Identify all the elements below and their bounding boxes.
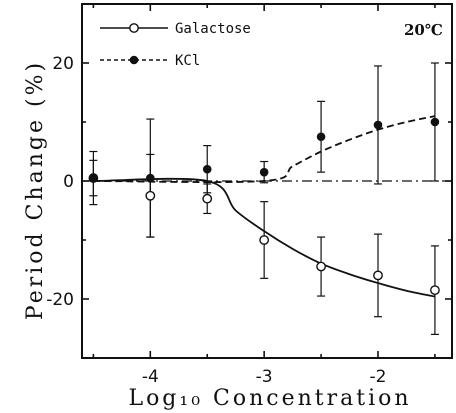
legend-galactose-label: Galactose bbox=[175, 21, 251, 37]
galactose-data-point bbox=[202, 193, 213, 204]
x-axis-label: Log₁₀ Concentration bbox=[128, 386, 411, 411]
kcl-data-point bbox=[373, 120, 383, 130]
kcl-data-point bbox=[316, 132, 326, 142]
galactose-data-point bbox=[316, 261, 326, 272]
fit-curves-layer bbox=[93, 115, 436, 298]
data-points-layer bbox=[88, 117, 440, 296]
x-tick-label: -3 bbox=[256, 367, 273, 387]
kcl-data-point bbox=[89, 173, 98, 183]
galactose-fit-curve bbox=[93, 177, 436, 298]
legend-kcl-label: KCl bbox=[175, 53, 200, 69]
y-tick-label: 20 bbox=[52, 54, 74, 74]
legend-galactose-marker bbox=[129, 23, 139, 33]
legend-kcl-marker bbox=[129, 55, 139, 65]
kcl-data-point bbox=[259, 167, 269, 177]
legend: Galactose KCl bbox=[100, 21, 251, 69]
y-tick-label: -20 bbox=[46, 290, 74, 310]
error-bars-layer bbox=[89, 62, 439, 335]
kcl-data-point bbox=[146, 173, 155, 183]
kcl-data-point bbox=[202, 164, 212, 174]
temperature-annotation: 20℃ bbox=[404, 21, 443, 39]
kcl-data-point bbox=[430, 117, 440, 127]
x-tick-label: -2 bbox=[370, 367, 387, 387]
ticks-layer: -4 -3 -2 -20 0 20 bbox=[46, 3, 452, 387]
galactose-data-point bbox=[373, 270, 383, 281]
x-tick-label: -4 bbox=[142, 367, 159, 387]
galactose-data-point bbox=[145, 190, 156, 201]
y-axis-label: Period Change (%) bbox=[23, 60, 48, 320]
y-tick-label: 0 bbox=[63, 172, 74, 192]
galactose-data-point bbox=[259, 235, 270, 245]
galactose-data-point bbox=[430, 285, 440, 296]
kcl-fit-curve bbox=[93, 115, 436, 183]
